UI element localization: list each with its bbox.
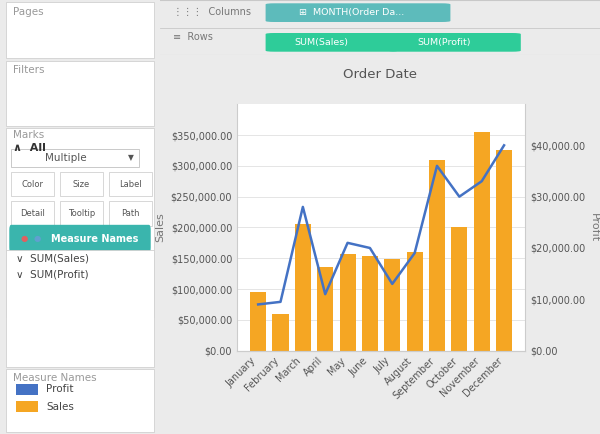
- FancyBboxPatch shape: [7, 369, 154, 432]
- Text: Tooltip: Tooltip: [68, 209, 95, 218]
- FancyBboxPatch shape: [7, 2, 154, 58]
- Bar: [384, 260, 400, 351]
- Text: ⊞  MONTH(Order Da...: ⊞ MONTH(Order Da...: [299, 8, 404, 17]
- Text: Measure Names: Measure Names: [51, 233, 139, 244]
- Bar: [16, 401, 38, 412]
- Bar: [407, 252, 422, 351]
- Bar: [429, 160, 445, 351]
- Bar: [340, 254, 356, 351]
- Y-axis label: Profit: Profit: [589, 213, 599, 242]
- Text: ●: ●: [34, 234, 41, 243]
- Bar: [473, 132, 490, 351]
- FancyBboxPatch shape: [389, 33, 521, 52]
- FancyBboxPatch shape: [11, 149, 139, 167]
- Text: Profit: Profit: [46, 384, 74, 395]
- Bar: [16, 384, 38, 395]
- FancyBboxPatch shape: [109, 201, 152, 226]
- Text: Detail: Detail: [20, 209, 45, 218]
- Text: Multiple: Multiple: [45, 153, 86, 163]
- Text: Order Date: Order Date: [343, 68, 417, 81]
- Text: Measure Names: Measure Names: [13, 373, 97, 383]
- FancyBboxPatch shape: [109, 172, 152, 196]
- FancyBboxPatch shape: [7, 250, 154, 367]
- Bar: [250, 292, 266, 351]
- Text: Sales: Sales: [46, 401, 74, 412]
- Text: ●: ●: [21, 234, 28, 243]
- Text: ∧  All: ∧ All: [13, 143, 46, 153]
- FancyBboxPatch shape: [60, 201, 103, 226]
- Text: Marks: Marks: [13, 130, 44, 140]
- Text: ⋮⋮⋮  Columns: ⋮⋮⋮ Columns: [173, 7, 251, 16]
- Text: Label: Label: [119, 180, 142, 188]
- Text: Color: Color: [22, 180, 44, 188]
- Text: Size: Size: [73, 180, 90, 188]
- FancyBboxPatch shape: [60, 172, 103, 196]
- Text: SUM(Profit): SUM(Profit): [418, 38, 471, 46]
- FancyBboxPatch shape: [7, 128, 154, 317]
- Text: Path: Path: [121, 209, 140, 218]
- Y-axis label: Sales: Sales: [155, 213, 165, 242]
- FancyBboxPatch shape: [7, 61, 154, 126]
- Text: ≡  Rows: ≡ Rows: [173, 32, 213, 42]
- FancyBboxPatch shape: [266, 3, 451, 22]
- Bar: [272, 314, 289, 351]
- Text: ▼: ▼: [128, 154, 134, 162]
- FancyBboxPatch shape: [11, 201, 55, 226]
- Bar: [362, 256, 378, 351]
- Bar: [295, 224, 311, 351]
- FancyBboxPatch shape: [266, 33, 398, 52]
- FancyBboxPatch shape: [9, 225, 151, 253]
- Bar: [496, 151, 512, 351]
- Bar: [451, 227, 467, 351]
- Text: SUM(Sales): SUM(Sales): [294, 38, 348, 46]
- Text: Filters: Filters: [13, 65, 44, 75]
- Text: ∨  SUM(Sales): ∨ SUM(Sales): [16, 254, 89, 264]
- Text: ∨  SUM(Profit): ∨ SUM(Profit): [16, 270, 89, 280]
- FancyBboxPatch shape: [11, 172, 55, 196]
- Text: Pages: Pages: [13, 7, 43, 16]
- Bar: [317, 267, 333, 351]
